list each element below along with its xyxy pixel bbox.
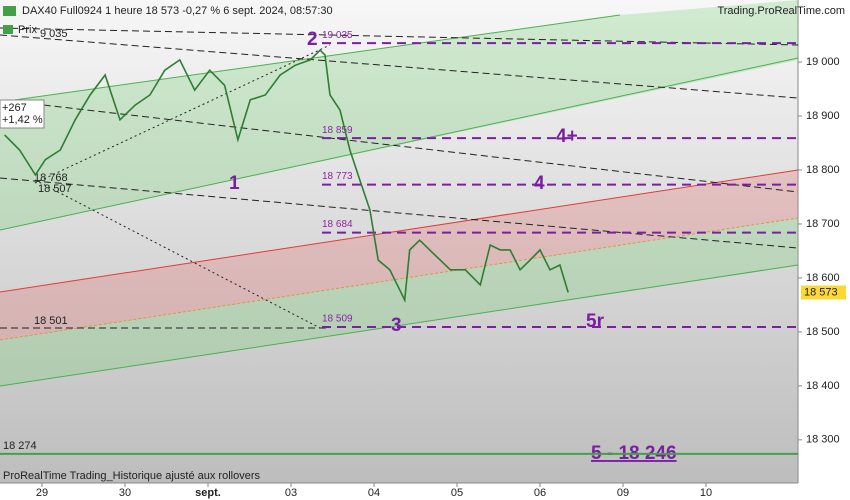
trend-line — [0, 34, 799, 99]
trend-line — [34, 44, 331, 184]
chart-title: DAX40 Full0924 1 heure 18 573 -0,27 % 6 … — [22, 5, 333, 17]
x-tick-label: 10 — [700, 487, 712, 499]
x-tick-label: 05 — [451, 487, 463, 499]
last-price-tag — [801, 285, 846, 300]
annotation: 18 501 — [34, 315, 68, 327]
wave-label: 4+ — [556, 126, 578, 147]
trend-line — [0, 177, 799, 249]
channel-band — [0, 0, 798, 230]
x-tick-label: 06 — [534, 487, 546, 499]
level-label: 18 509 — [322, 314, 353, 325]
annotation: 18 768 — [34, 172, 68, 184]
trend-lines — [34, 44, 331, 329]
y-tick-label: 18 900 — [806, 110, 840, 122]
level-label: 19 035 — [322, 30, 353, 41]
wave-label: 5r — [586, 311, 605, 332]
annotation: 9 035 — [40, 28, 68, 40]
support-label: 18 274 — [3, 440, 37, 452]
axis-background — [798, 0, 850, 500]
x-tick-label: 29 — [36, 487, 48, 499]
trend-line — [0, 99, 799, 193]
channel-line — [0, 57, 799, 231]
wave-label: 1 — [229, 173, 240, 194]
x-tick-label: 04 — [368, 487, 380, 499]
icon — [3, 6, 16, 16]
x-tick-label: 03 — [285, 487, 297, 499]
price-line — [4, 49, 569, 303]
channel-line — [0, 217, 799, 341]
last-price-label: 18 573 — [804, 286, 838, 298]
level-label: 18 773 — [322, 171, 353, 182]
y-tick-label: 18 700 — [806, 218, 840, 230]
axis-background — [0, 483, 798, 500]
level-label: 18 859 — [322, 125, 353, 136]
trend-line — [0, 27, 799, 46]
y-tick-label: 18 600 — [806, 272, 840, 284]
y-tick-label: 18 800 — [806, 164, 840, 176]
y-tick-label: 18 300 — [806, 434, 840, 446]
legend-swatch — [3, 25, 13, 34]
legend-label: Prix — [18, 24, 37, 36]
plot-background — [0, 0, 798, 483]
wave-label: 4 — [534, 173, 545, 194]
y-tick-label: 19 000 — [806, 56, 840, 68]
channel-line — [0, 169, 799, 293]
footer: ProRealTime Trading_Historique ajusté au… — [3, 470, 260, 482]
annotation: 18 507 — [38, 183, 72, 195]
level-label: 18 684 — [322, 219, 353, 230]
trend-lines — [0, 27, 799, 329]
channel-band — [0, 170, 798, 340]
source: Trading.ProRealTime.com — [717, 5, 845, 17]
x-tick-label: 09 — [617, 487, 629, 499]
channel-line — [0, 264, 799, 387]
change-box — [0, 99, 45, 129]
channel-band — [0, 218, 798, 386]
x-tick-label: 30 — [119, 487, 131, 499]
trend-line — [34, 179, 321, 329]
y-tick-label: 18 400 — [806, 380, 840, 392]
change-points: +267 — [2, 102, 27, 114]
y-tick-label: 18 500 — [806, 326, 840, 338]
x-tick-label: sept. — [195, 487, 221, 499]
channel-line — [0, 14, 621, 103]
change-percent: +1,42 % — [2, 114, 43, 126]
wave-label: 3 — [391, 315, 402, 336]
wave-label: 2 — [307, 29, 318, 50]
